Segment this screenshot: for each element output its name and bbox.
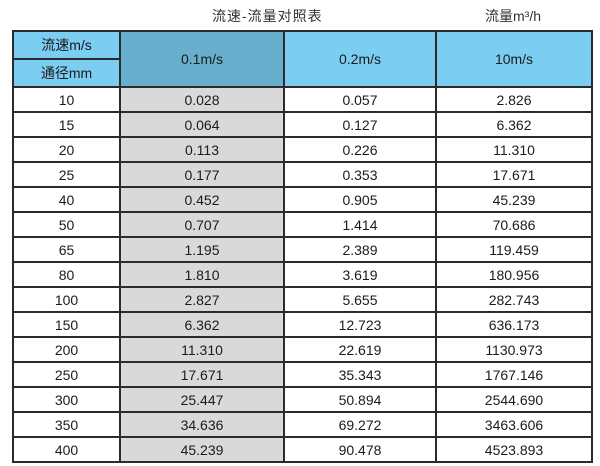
table-row: 150 6.362 12.723 636.173 — [12, 311, 593, 338]
value-cell: 6.362 — [435, 111, 593, 138]
table-row: 250 17.671 35.343 1767.146 — [12, 361, 593, 388]
value-cell: 1.195 — [119, 236, 285, 263]
value-cell: 0.353 — [283, 161, 437, 188]
diameter-cell: 40 — [12, 186, 121, 213]
table-row: 350 34.636 69.272 3463.606 — [12, 411, 593, 438]
col-header-10ms: 10m/s — [435, 30, 593, 88]
value-cell: 45.239 — [119, 436, 285, 463]
diameter-cell: 10 — [12, 86, 121, 113]
value-cell: 69.272 — [283, 411, 437, 438]
value-cell: 119.459 — [435, 236, 593, 263]
table-row: 20 0.113 0.226 11.310 — [12, 136, 593, 163]
value-cell: 35.343 — [283, 361, 437, 388]
value-cell: 2544.690 — [435, 386, 593, 413]
titlebar: 流速-流量对照表 流量m³/h — [0, 0, 600, 30]
corner-header-velocity: 流速m/s — [12, 30, 121, 60]
diameter-cell: 200 — [12, 336, 121, 363]
table-row: 80 1.810 3.619 180.956 — [12, 261, 593, 288]
flow-unit-label: 流量m³/h — [485, 8, 541, 24]
value-cell: 1767.146 — [435, 361, 593, 388]
value-cell: 0.452 — [119, 186, 285, 213]
value-cell: 0.127 — [283, 111, 437, 138]
table-row: 300 25.447 50.894 2544.690 — [12, 386, 593, 413]
table-row: 40 0.452 0.905 45.239 — [12, 186, 593, 213]
value-cell: 70.686 — [435, 211, 593, 238]
table-row: 50 0.707 1.414 70.686 — [12, 211, 593, 238]
value-cell: 0.226 — [283, 136, 437, 163]
value-cell: 22.619 — [283, 336, 437, 363]
table-row: 100 2.827 5.655 282.743 — [12, 286, 593, 313]
diameter-cell: 250 — [12, 361, 121, 388]
value-cell: 636.173 — [435, 311, 593, 338]
table-body: 10 0.028 0.057 2.826 15 0.064 0.127 6.36… — [12, 86, 593, 463]
value-cell: 2.827 — [119, 286, 285, 313]
table-row: 65 1.195 2.389 119.459 — [12, 236, 593, 263]
value-cell: 50.894 — [283, 386, 437, 413]
table-row: 200 11.310 22.619 1130.973 — [12, 336, 593, 363]
value-cell: 12.723 — [283, 311, 437, 338]
corner-header-diameter: 通径mm — [12, 58, 121, 88]
diameter-cell: 20 — [12, 136, 121, 163]
value-cell: 180.956 — [435, 261, 593, 288]
value-cell: 282.743 — [435, 286, 593, 313]
value-cell: 2.826 — [435, 86, 593, 113]
value-cell: 0.113 — [119, 136, 285, 163]
value-cell: 3463.606 — [435, 411, 593, 438]
diameter-cell: 400 — [12, 436, 121, 463]
value-cell: 0.707 — [119, 211, 285, 238]
value-cell: 0.057 — [283, 86, 437, 113]
value-cell: 4523.893 — [435, 436, 593, 463]
value-cell: 0.905 — [283, 186, 437, 213]
diameter-cell: 150 — [12, 311, 121, 338]
flow-rate-table: 流速m/s 0.1m/s 0.2m/s 10m/s 通径mm 10 0.028 … — [12, 30, 593, 463]
value-cell: 25.447 — [119, 386, 285, 413]
value-cell: 0.064 — [119, 111, 285, 138]
page-title: 流速-流量对照表 — [212, 8, 323, 24]
value-cell: 45.239 — [435, 186, 593, 213]
value-cell: 1.810 — [119, 261, 285, 288]
value-cell: 6.362 — [119, 311, 285, 338]
value-cell: 1.414 — [283, 211, 437, 238]
diameter-cell: 65 — [12, 236, 121, 263]
diameter-cell: 80 — [12, 261, 121, 288]
table-row: 10 0.028 0.057 2.826 — [12, 86, 593, 113]
value-cell: 11.310 — [119, 336, 285, 363]
value-cell: 2.389 — [283, 236, 437, 263]
value-cell: 34.636 — [119, 411, 285, 438]
table-header: 流速m/s 0.1m/s 0.2m/s 10m/s 通径mm — [12, 30, 593, 88]
value-cell: 17.671 — [119, 361, 285, 388]
value-cell: 1130.973 — [435, 336, 593, 363]
value-cell: 17.671 — [435, 161, 593, 188]
diameter-cell: 300 — [12, 386, 121, 413]
value-cell: 11.310 — [435, 136, 593, 163]
col-header-01ms: 0.1m/s — [119, 30, 285, 88]
header-row-top: 流速m/s 0.1m/s 0.2m/s 10m/s — [12, 30, 593, 88]
table-row: 25 0.177 0.353 17.671 — [12, 161, 593, 188]
diameter-cell: 50 — [12, 211, 121, 238]
value-cell: 0.028 — [119, 86, 285, 113]
diameter-cell: 15 — [12, 111, 121, 138]
value-cell: 0.177 — [119, 161, 285, 188]
diameter-cell: 25 — [12, 161, 121, 188]
col-header-02ms: 0.2m/s — [283, 30, 437, 88]
diameter-cell: 350 — [12, 411, 121, 438]
table-row: 15 0.064 0.127 6.362 — [12, 111, 593, 138]
value-cell: 90.478 — [283, 436, 437, 463]
table-row: 400 45.239 90.478 4523.893 — [12, 436, 593, 463]
header-row-bottom: 通径mm — [12, 58, 592, 88]
diameter-cell: 100 — [12, 286, 121, 313]
value-cell: 3.619 — [283, 261, 437, 288]
value-cell: 5.655 — [283, 286, 437, 313]
